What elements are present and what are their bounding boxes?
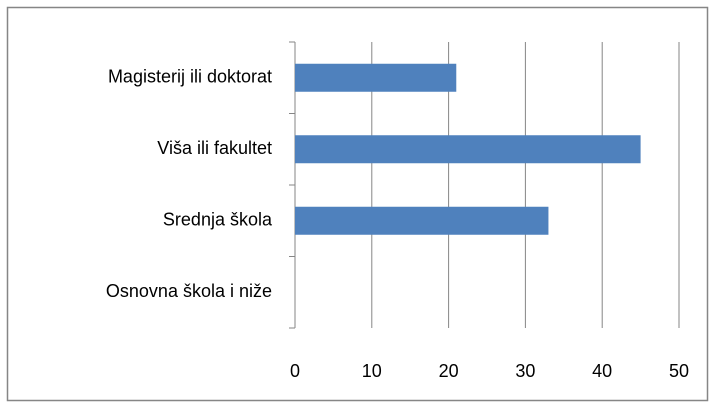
x-tick-label: 0 [290, 361, 300, 381]
y-tick-label: Magisterij ili doktorat [108, 67, 272, 87]
x-tick-label: 40 [592, 361, 612, 381]
x-tick-label: 50 [669, 361, 689, 381]
x-tick-label: 10 [362, 361, 382, 381]
y-tick-label: Srednja škola [163, 210, 273, 230]
bar [295, 63, 457, 92]
y-tick-label: Osnovna škola i niže [106, 281, 272, 301]
y-tick-label: Viša ili fakultet [157, 138, 272, 158]
bar [295, 206, 549, 235]
x-tick-label: 30 [515, 361, 535, 381]
x-tick-label: 20 [439, 361, 459, 381]
bar [295, 135, 641, 164]
